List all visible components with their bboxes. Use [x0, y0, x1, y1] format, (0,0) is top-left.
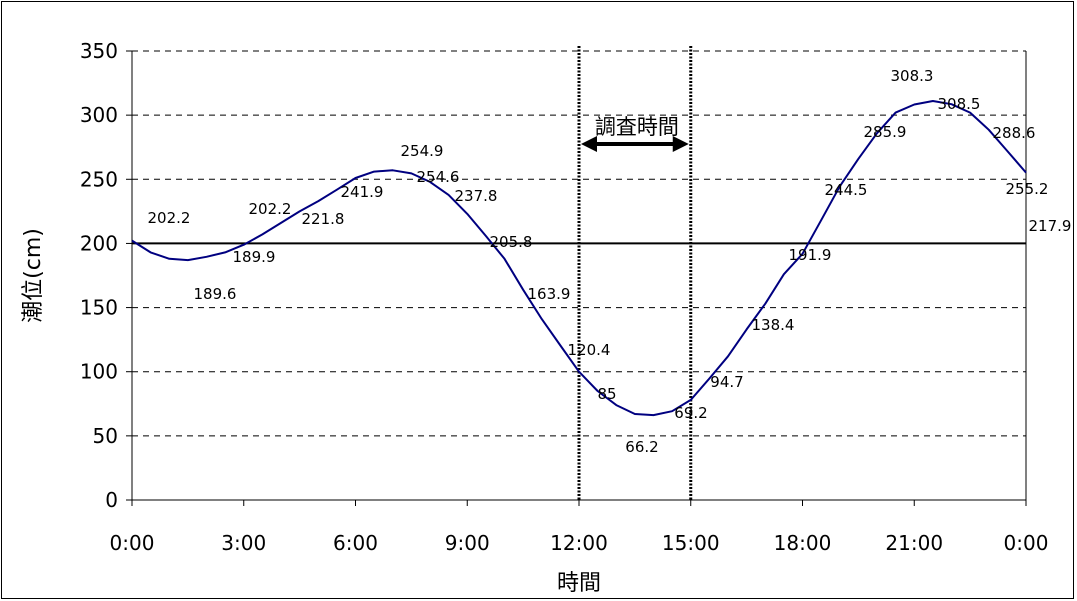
data-label: 217.9 — [1029, 217, 1072, 235]
data-label: 288.6 — [993, 124, 1036, 142]
axes — [126, 50, 1027, 506]
y-tick-label: 250 — [80, 167, 118, 191]
series-group — [131, 100, 1027, 417]
y-tick-label: 0 — [105, 488, 118, 512]
survey-period-lines — [577, 46, 693, 500]
x-tick-label: 6:00 — [333, 531, 378, 555]
data-label: 244.5 — [825, 181, 868, 199]
y-tick-label: 300 — [80, 103, 118, 127]
data-label: 120.4 — [568, 341, 611, 359]
survey-arrow-head-left — [581, 136, 597, 152]
data-label: 285.9 — [864, 123, 907, 141]
y-tick-label: 350 — [80, 39, 118, 63]
data-label: 241.9 — [341, 183, 384, 201]
x-tick-labels: 0:00 3:00 6:00 9:00 12:00 15:00 18:00 21:00 0:00 — [110, 531, 1049, 555]
data-label: 202.2 — [249, 200, 292, 218]
data-label: 85 — [597, 385, 616, 403]
data-label: 221.8 — [302, 210, 345, 228]
data-label: 254.9 — [401, 142, 444, 160]
data-label: 202.2 — [148, 209, 191, 227]
x-tick-label: 0:00 — [1004, 531, 1049, 555]
x-tick-label: 15:00 — [662, 531, 720, 555]
y-axis-title: 潮位(cm) — [21, 228, 46, 323]
x-tick-label: 18:00 — [774, 531, 832, 555]
x-tick-label: 9:00 — [445, 531, 490, 555]
data-labels: 202.2 189.6 189.9 202.2 221.8 241.9 254.9 254.6… — [148, 67, 1072, 456]
data-label: 205.8 — [490, 233, 533, 251]
data-label: 191.9 — [789, 246, 832, 264]
y-tick-label: 200 — [80, 231, 118, 255]
data-label: 308.3 — [891, 67, 934, 85]
data-label: 138.4 — [752, 316, 795, 334]
data-label: 189.6 — [194, 285, 237, 303]
x-tick-label: 12:00 — [550, 531, 608, 555]
x-tick-label: 21:00 — [885, 531, 943, 555]
survey-annotation: 調査時間 — [581, 115, 689, 152]
data-label: 189.9 — [233, 248, 276, 266]
y-tick-label: 150 — [80, 296, 118, 320]
y-tick-labels: 0 50 100 150 200 250 300 350 — [80, 39, 118, 512]
survey-arrow-head-right — [672, 136, 689, 152]
data-label: 163.9 — [528, 285, 571, 303]
data-label: 66.2 — [625, 438, 658, 456]
data-label: 308.5 — [938, 95, 981, 113]
y-tick-label: 50 — [93, 424, 118, 448]
y-tick-label: 100 — [80, 360, 118, 384]
data-label: 69.2 — [674, 404, 707, 422]
x-tick-label: 3:00 — [221, 531, 266, 555]
data-label: 254.6 — [417, 168, 460, 186]
data-label: 255.2 — [1006, 180, 1049, 198]
x-axis-title: 時間 — [557, 571, 601, 596]
data-label: 94.7 — [710, 373, 743, 391]
tide-series-line — [131, 100, 1027, 417]
data-label: 237.8 — [455, 187, 498, 205]
x-tick-label: 0:00 — [110, 531, 155, 555]
survey-period-label: 調査時間 — [595, 115, 679, 139]
